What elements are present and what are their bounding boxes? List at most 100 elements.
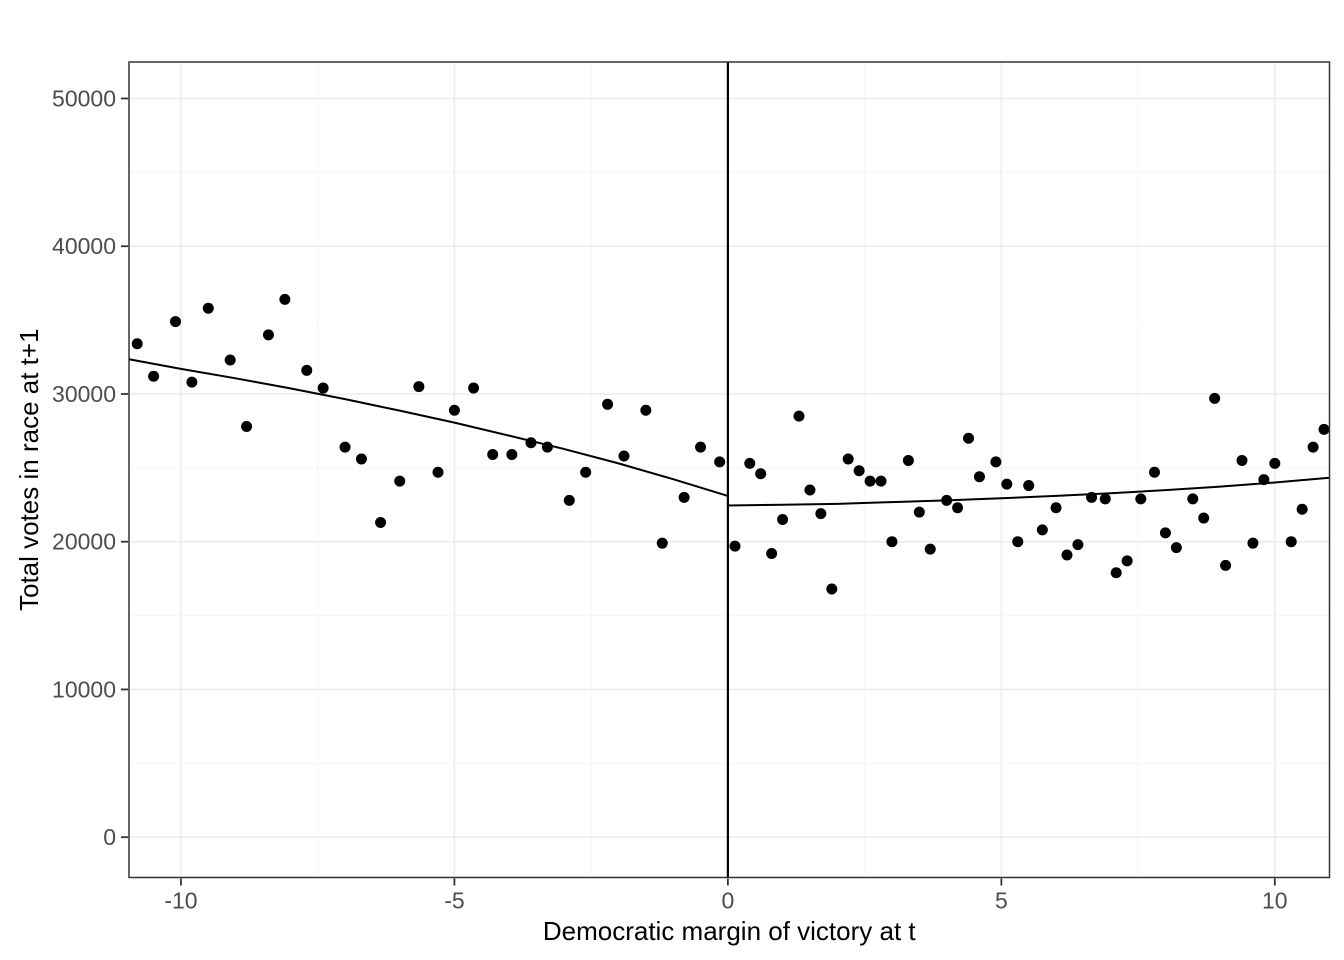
data-point [1198,512,1210,524]
data-point [990,456,1002,468]
data-point [202,302,214,314]
data-point [853,465,865,477]
data-point [1187,493,1199,505]
data-point [1296,503,1308,515]
data-point [413,381,425,393]
data-point [224,354,236,366]
x-axis-tick-label: 10 [1262,888,1288,914]
data-point [826,583,838,595]
data-point [355,453,367,465]
y-axis-title: Total votes in race at t+1 [14,328,44,611]
trend-lines-layer [128,358,1330,507]
data-point [886,536,898,548]
data-point [1220,559,1232,571]
data-point [1036,524,1048,536]
axis-tick-labels-layer: -10 -5 0 5 10 0 10000 20000 30000 40000 50000 [52,85,1288,913]
data-point [186,376,198,388]
data-point [913,506,925,518]
y-axis-tick-label: 40000 [52,233,116,259]
scatter-points [131,293,1330,595]
data-point [1209,392,1221,404]
data-point [1318,423,1330,435]
minor-gridlines [129,62,1330,878]
data-point [1159,527,1171,539]
data-point [902,454,914,466]
data-point [262,329,274,341]
data-point [618,450,630,462]
data-point [339,441,351,453]
trend-line [727,476,1330,507]
data-point [656,537,668,549]
data-point [1148,466,1160,478]
x-axis-tick-label: 5 [995,888,1008,914]
data-point [169,316,181,328]
data-point [864,475,876,487]
data-point [640,404,652,416]
data-point [131,338,143,350]
trend-line [128,358,729,497]
y-axis-tick-label: 10000 [52,676,116,702]
data-point [602,398,614,410]
data-point [1012,536,1024,548]
data-point [875,475,887,487]
data-point [804,484,816,496]
data-point [301,364,313,376]
y-axis-tick-label: 0 [103,824,116,850]
data-point [432,466,444,478]
data-point [755,468,767,480]
data-point [1135,493,1147,505]
data-point [148,370,160,382]
data-point [678,491,690,503]
data-point [487,449,499,461]
data-point [1121,555,1133,567]
data-point [1110,567,1122,579]
x-axis-tick-label: -5 [444,888,464,914]
data-point [1061,549,1073,561]
data-point [744,457,756,469]
data-point [729,540,741,552]
data-point [952,502,964,514]
panel-border [128,61,1331,879]
data-point [1236,454,1248,466]
data-point [241,420,253,432]
data-point [963,432,975,444]
data-point [1099,493,1111,505]
data-point [468,382,480,394]
data-point [1247,537,1259,549]
axis-ticks-layer [121,97,1276,886]
data-point [1269,457,1281,469]
major-gridlines [129,62,1330,878]
data-point [766,548,778,560]
data-point [973,471,985,483]
data-point [924,543,936,555]
data-point [375,516,387,528]
data-point [506,449,518,461]
data-point [1050,502,1062,514]
data-point [842,453,854,465]
data-point [815,508,827,520]
data-point [279,293,291,305]
y-axis-tick-label: 50000 [52,85,116,111]
data-point [394,475,406,487]
data-point [580,466,592,478]
x-axis-tick-label: 0 [721,888,734,914]
y-axis-tick-label: 30000 [52,381,116,407]
data-point [1072,539,1084,551]
data-point [1001,478,1013,490]
x-axis-title: Democratic margin of victory at t [543,916,917,946]
data-point [1170,542,1182,554]
data-point [1023,480,1035,492]
data-point [1307,441,1319,453]
data-point [1285,536,1297,548]
y-axis-tick-label: 20000 [52,529,116,555]
data-point [714,456,726,468]
data-point [563,494,575,506]
data-point [448,404,460,416]
panel-border-layer [128,61,1331,879]
data-point [695,441,707,453]
data-point [793,410,805,422]
data-point [777,514,789,526]
data-point [317,382,329,394]
